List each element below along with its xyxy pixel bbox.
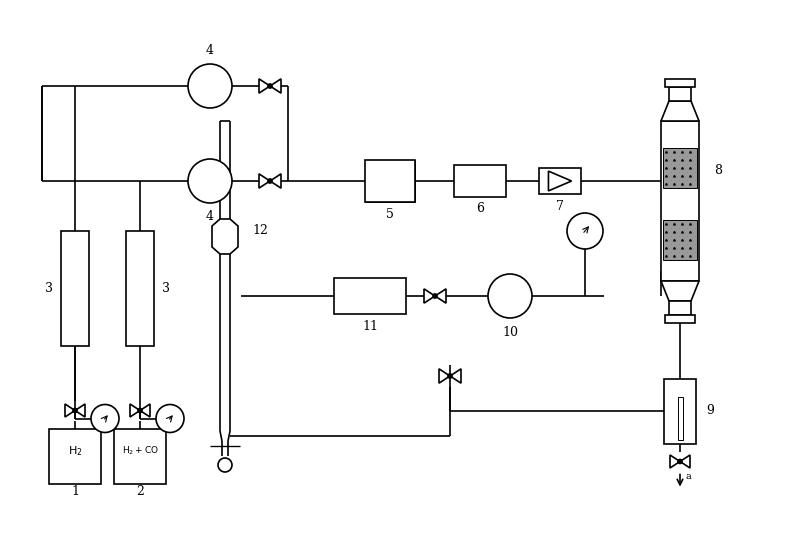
- Polygon shape: [670, 455, 680, 468]
- Bar: [663, 220, 697, 260]
- Text: a: a: [685, 472, 691, 481]
- Polygon shape: [259, 79, 270, 93]
- Polygon shape: [450, 369, 461, 383]
- Bar: [669, 301, 691, 315]
- Polygon shape: [661, 101, 699, 121]
- Polygon shape: [270, 174, 281, 188]
- Bar: [61, 231, 89, 346]
- Circle shape: [567, 213, 603, 249]
- Bar: [334, 278, 406, 314]
- Text: $\rm H_2$: $\rm H_2$: [68, 444, 82, 458]
- Bar: [665, 79, 695, 87]
- Bar: [114, 428, 166, 484]
- Polygon shape: [259, 174, 270, 188]
- Circle shape: [188, 159, 232, 203]
- Text: 12: 12: [252, 225, 268, 237]
- Text: $\rm H_2+CO$: $\rm H_2+CO$: [122, 445, 158, 457]
- Bar: [539, 168, 581, 194]
- Text: 3: 3: [45, 282, 53, 295]
- Polygon shape: [424, 289, 435, 303]
- Bar: [669, 87, 691, 101]
- Bar: [365, 160, 415, 202]
- Text: 8: 8: [714, 164, 722, 177]
- Polygon shape: [439, 369, 450, 383]
- Circle shape: [267, 83, 273, 89]
- Circle shape: [156, 405, 184, 432]
- Circle shape: [267, 179, 273, 183]
- Polygon shape: [75, 404, 85, 417]
- Circle shape: [218, 458, 232, 472]
- Polygon shape: [140, 404, 150, 417]
- Bar: [661, 121, 699, 281]
- Circle shape: [488, 274, 532, 318]
- Text: 9: 9: [706, 405, 714, 418]
- Text: 10: 10: [502, 326, 518, 339]
- Text: 5: 5: [386, 208, 394, 221]
- Text: 7: 7: [556, 200, 564, 213]
- Text: 4: 4: [206, 43, 214, 56]
- Text: 6: 6: [476, 202, 484, 215]
- Polygon shape: [549, 171, 571, 191]
- Text: 4: 4: [206, 210, 214, 223]
- Bar: [663, 148, 697, 188]
- Polygon shape: [65, 404, 75, 417]
- Bar: [664, 379, 696, 444]
- Circle shape: [91, 405, 119, 432]
- Bar: [454, 165, 506, 197]
- Text: 2: 2: [136, 485, 144, 498]
- Polygon shape: [130, 404, 140, 417]
- Text: 1: 1: [71, 485, 79, 498]
- Circle shape: [447, 373, 453, 379]
- Bar: [49, 428, 101, 484]
- Polygon shape: [212, 219, 238, 254]
- Polygon shape: [661, 281, 699, 301]
- Circle shape: [433, 294, 438, 299]
- Bar: [126, 231, 154, 346]
- Polygon shape: [680, 455, 690, 468]
- Circle shape: [138, 408, 142, 413]
- Circle shape: [188, 64, 232, 108]
- Text: 3: 3: [162, 282, 170, 295]
- Bar: [678, 397, 682, 439]
- Circle shape: [73, 408, 78, 413]
- Bar: [665, 315, 695, 323]
- Text: 11: 11: [362, 320, 378, 333]
- Polygon shape: [270, 79, 281, 93]
- Circle shape: [678, 459, 682, 464]
- Polygon shape: [435, 289, 446, 303]
